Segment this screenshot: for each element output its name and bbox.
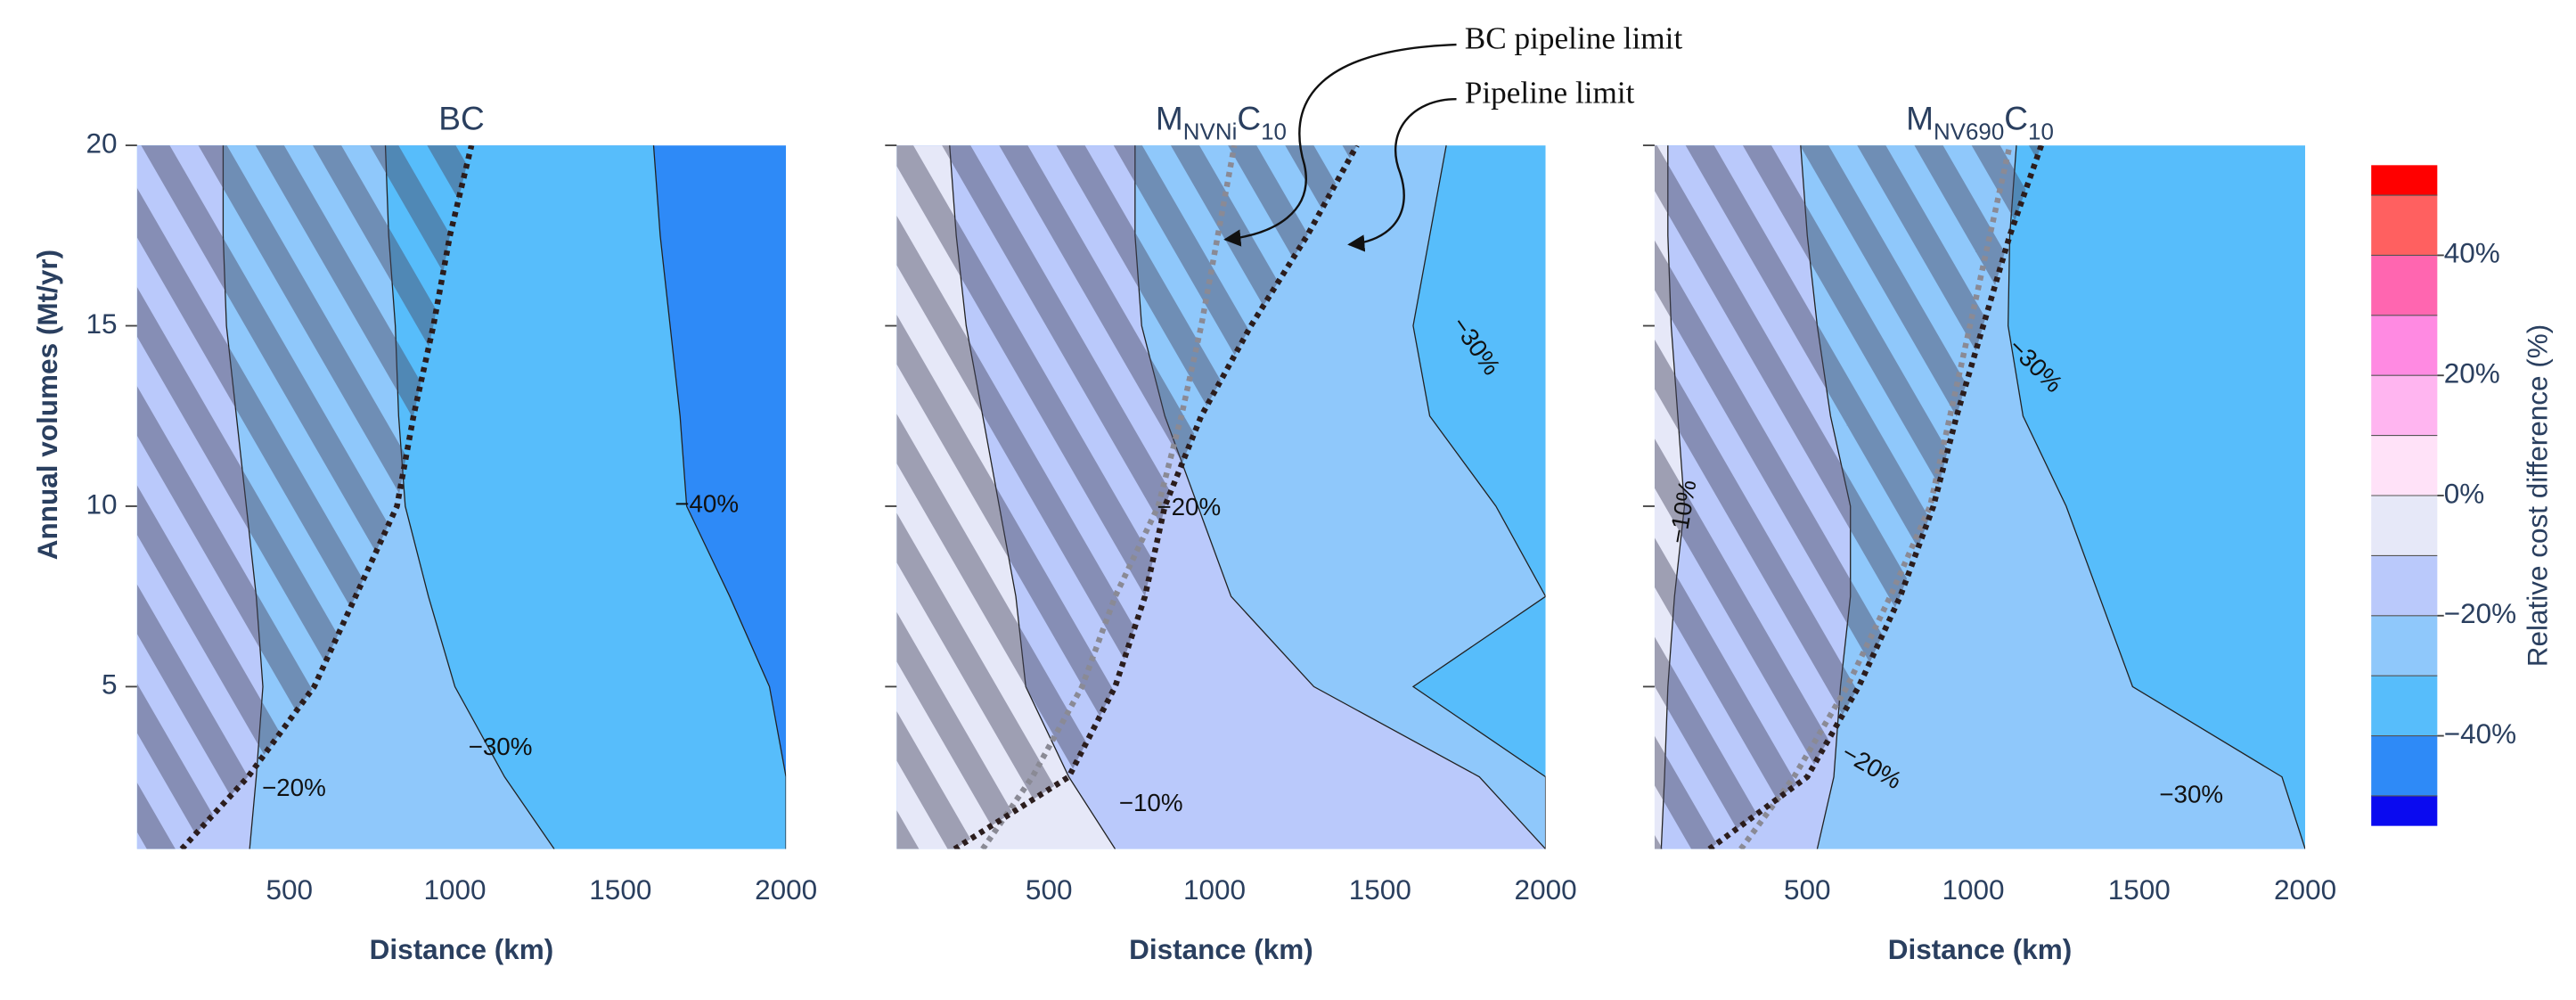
colorbar-bin xyxy=(2371,615,2438,676)
x-tick-label: 1000 xyxy=(1942,873,2005,906)
y-axis-label: Annual volumes (Mt/yr) xyxy=(31,250,63,560)
title-part: C xyxy=(2004,99,2028,136)
colorbar-bin xyxy=(2371,435,2438,496)
colorbar-bin xyxy=(2371,195,2438,256)
colorbar-bin xyxy=(2371,676,2438,736)
colorbar-bin xyxy=(2371,735,2438,796)
contour-line xyxy=(652,145,787,849)
y-tick-label: 20 xyxy=(86,127,118,159)
title-part: M xyxy=(1906,99,1934,136)
pipeline-hatch xyxy=(896,145,1357,849)
title-part: BC xyxy=(438,99,484,136)
title-part: 10 xyxy=(2028,119,2054,144)
panel-title: BC xyxy=(438,99,484,136)
colorbar-bin xyxy=(2371,315,2438,376)
y-tick-label: 10 xyxy=(86,488,118,520)
x-axis-label: Distance (km) xyxy=(1129,933,1313,965)
x-tick-label: 2000 xyxy=(1515,873,1577,906)
contour-label: −40% xyxy=(675,489,739,517)
bc-pipeline-limit xyxy=(980,145,1238,849)
panel-title: MNV690C10 xyxy=(1906,99,2054,144)
colorbar-tick-label: 20% xyxy=(2444,357,2500,389)
colorbar-bin xyxy=(2371,375,2438,436)
x-axis-label: Distance (km) xyxy=(1888,933,2073,965)
x-tick-label: 1000 xyxy=(424,873,487,906)
title-part: C xyxy=(1237,99,1261,136)
x-tick-label: 500 xyxy=(1026,873,1073,906)
callout-label: BC pipeline limit xyxy=(1465,20,1683,55)
colorbar-bin xyxy=(2371,165,2438,196)
pipeline-limit xyxy=(953,145,1360,849)
x-tick-label: 1500 xyxy=(1349,873,1411,906)
x-tick-label: 2000 xyxy=(755,873,817,906)
title-part: M xyxy=(1156,99,1183,136)
pipeline-limit xyxy=(179,145,475,849)
contour-label: −30% xyxy=(469,733,533,760)
x-tick-label: 2000 xyxy=(2274,873,2336,906)
colorbar-bin xyxy=(2371,495,2438,556)
colorbar-title: Relative cost difference (%) xyxy=(2522,324,2554,668)
contour-label: −20% xyxy=(1157,493,1221,520)
contour-line xyxy=(1411,145,1546,849)
callout-arrow xyxy=(1223,43,1457,247)
callout-label: Pipeline limit xyxy=(1465,76,1635,111)
x-tick-label: 500 xyxy=(1784,873,1831,906)
y-tick-label: 15 xyxy=(86,307,118,340)
colorbar-bin xyxy=(2371,795,2438,826)
colorbar-tick-label: 0% xyxy=(2444,477,2485,509)
pipeline-hatch xyxy=(136,145,472,849)
title-part: NV690 xyxy=(1934,119,2004,144)
colorbar-bin xyxy=(2371,555,2438,616)
x-tick-label: 500 xyxy=(266,873,313,906)
colorbar-tick-label: −40% xyxy=(2444,717,2516,750)
panel-title: MNVNiC10 xyxy=(1156,99,1287,144)
contour-line xyxy=(2008,145,2306,849)
contour-label: −30% xyxy=(2159,781,2223,808)
callout-arrow xyxy=(1347,97,1457,252)
x-tick-label: 1500 xyxy=(589,873,651,906)
pipeline-hatch xyxy=(1654,145,2041,849)
colorbar-tick-label: −20% xyxy=(2444,597,2516,629)
x-tick-label: 1000 xyxy=(1183,873,1246,906)
colorbar-tick-label: 40% xyxy=(2444,237,2500,269)
y-tick-label: 5 xyxy=(102,668,118,701)
plot-area xyxy=(1654,145,2306,849)
title-part: NVNi xyxy=(1183,119,1238,144)
plot-area xyxy=(136,145,787,849)
x-tick-label: 1500 xyxy=(2108,873,2171,906)
contour-label: −20% xyxy=(262,774,326,801)
pipeline-limit xyxy=(1707,145,2044,849)
colorbar-bin xyxy=(2371,255,2438,316)
x-axis-label: Distance (km) xyxy=(370,933,554,965)
contour-label: −10% xyxy=(1119,789,1183,816)
plot-area xyxy=(896,145,1546,849)
title-part: 10 xyxy=(1261,119,1287,144)
